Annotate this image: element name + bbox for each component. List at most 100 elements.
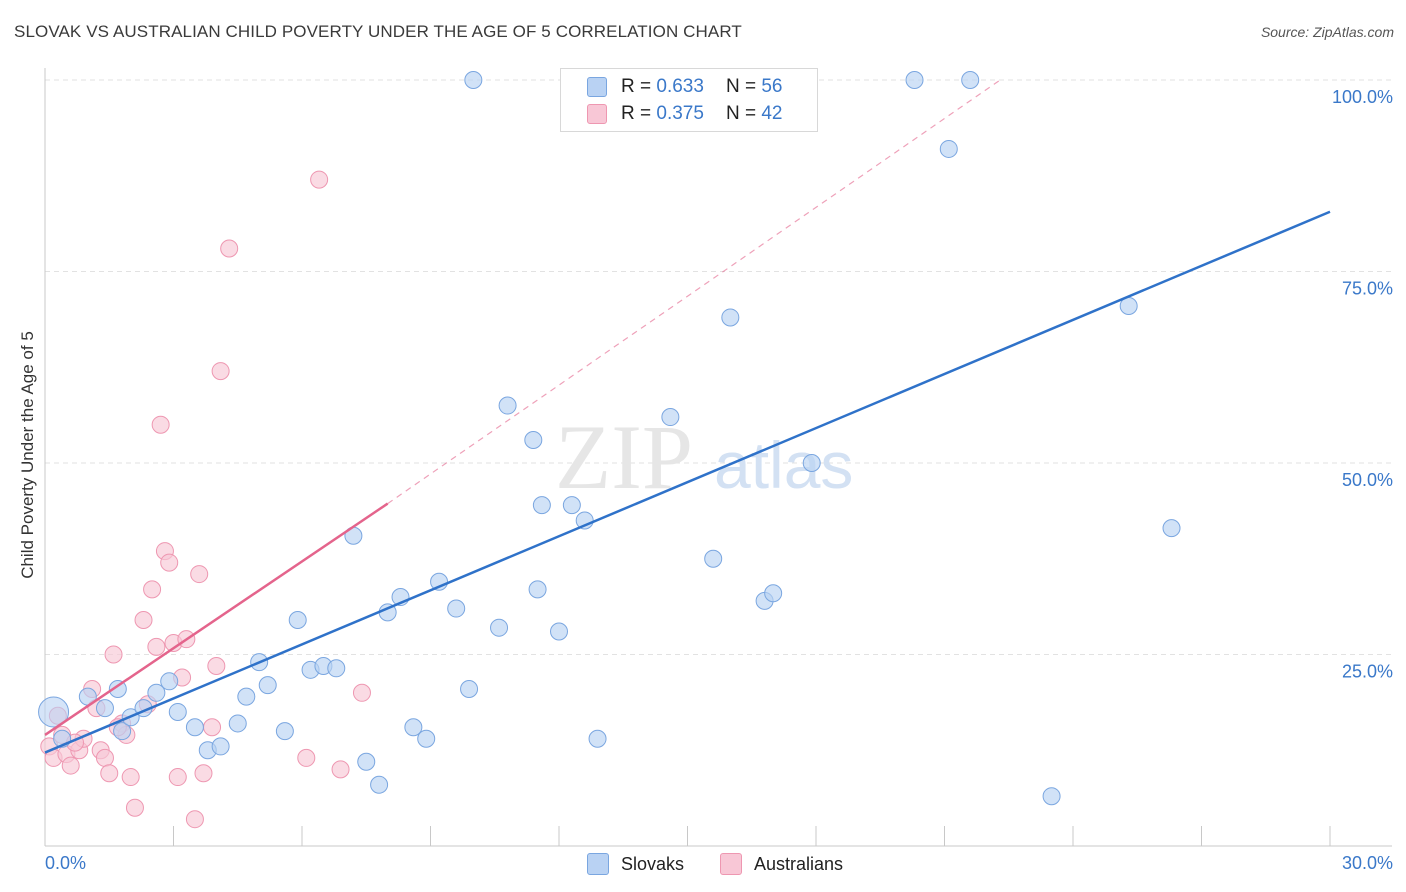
slovaks-point [237,687,256,706]
australians-point [297,748,316,767]
australians-point [104,645,123,664]
slovaks-point [905,71,924,89]
slovaks-point [404,718,423,737]
australians-point [352,683,371,702]
y-tick-label: 50.0% [1342,470,1393,490]
slovaks-point [168,702,187,721]
australians-trend-extension [387,79,1001,505]
r-label: R = [621,76,652,97]
x-tick-label-max: 30.0% [1342,853,1393,873]
australians-point [331,760,350,779]
y-tick-labels: 25.0% 50.0% 75.0% 100.0% [1332,87,1393,682]
slovaks-points [38,71,1181,806]
slovaks-point [661,408,680,427]
slovaks-point [460,679,479,698]
slovaks-point [532,496,551,515]
australians-point [185,810,204,829]
slovaks-r-value: 0.633 [656,76,704,97]
australians-n-value: 42 [761,103,783,124]
slovaks-point [417,729,436,748]
australians-swatch [587,104,607,124]
australians-point [121,768,140,787]
slovaks-point [528,580,547,599]
slovaks-point [288,611,307,630]
legend-row-slovaks: R = 0.633 N = 56 [587,75,782,99]
n-label: N = [725,103,757,124]
slovaks-point [327,659,346,678]
australians-point [125,798,144,817]
n-label: N = [725,76,757,97]
slovaks-point [721,308,740,327]
australians-point [100,764,119,783]
slovaks-point [95,699,114,718]
slovaks-point [258,676,277,695]
stats-legend: R = 0.633 N = 56 R = 0.375 N = 42 [560,68,818,132]
trend-lines [44,79,1331,754]
slovaks-point [185,718,204,737]
slovaks-swatch [587,77,607,97]
slovaks-point [550,622,568,641]
slovaks-point [464,71,483,89]
slovaks-n-value: 56 [761,76,783,97]
australians-point [168,768,187,787]
slovaks-point [498,396,517,415]
slovaks-point [147,683,166,702]
gridlines [45,79,1392,655]
australians-point [61,756,80,775]
slovaks-trend-line [44,210,1331,754]
slovaks-point [802,454,821,472]
australians-legend-label: Australians [754,853,844,874]
slovaks-point [961,71,980,89]
slovaks-point [524,431,543,450]
slovaks-point [160,672,179,691]
slovaks-legend-swatch [587,853,609,875]
australians-point [160,553,179,572]
australians-point [95,748,114,767]
slovaks-point [588,729,607,748]
australians-trend-line [44,502,389,736]
slovaks-point [562,496,581,515]
slovaks-point [764,584,783,603]
australians-point [190,565,209,584]
australians-point [134,611,153,630]
r-label: R = [621,103,652,124]
source-label: Source: ZipAtlas.com [1260,24,1394,40]
slovaks-point [108,679,127,698]
slovaks-point [939,139,958,158]
slovaks-point [275,722,294,741]
australians-legend-swatch [720,853,742,875]
legend-row-australians: R = 0.375 N = 42 [587,102,782,126]
legend-item-australians: Australians [720,851,843,877]
slovaks-point [447,599,466,618]
y-tick-label: 100.0% [1332,87,1393,107]
chart-title: SLOVAK VS AUSTRALIAN CHILD POVERTY UNDER… [14,22,742,41]
australians-point [211,362,230,381]
australians-point [194,764,213,783]
australians-point [203,718,222,737]
x-tick-label-min: 0.0% [45,853,86,873]
slovaks-legend-label: Slovaks [621,853,685,874]
australians-point [220,239,239,258]
australians-r-value: 0.375 [656,103,704,124]
watermark-atlas: atlas [714,428,853,502]
australians-point [310,170,329,189]
slovaks-point [357,752,376,771]
australians-point [143,580,162,599]
slovaks-point [704,549,723,568]
y-tick-label: 75.0% [1342,279,1393,299]
slovaks-point [228,714,247,733]
slovaks-point [1042,787,1061,806]
australians-point [151,415,170,434]
slovaks-point [38,696,70,728]
slovaks-point [490,618,509,637]
y-tick-label: 25.0% [1342,662,1393,682]
slovaks-point [113,722,132,741]
legend-item-slovaks: Slovaks [587,851,684,877]
australians-points [40,170,371,829]
australians-point [147,637,166,656]
slovaks-point [211,737,230,756]
slovaks-point [370,775,389,794]
slovaks-point [1162,519,1181,538]
australians-point [207,656,226,675]
